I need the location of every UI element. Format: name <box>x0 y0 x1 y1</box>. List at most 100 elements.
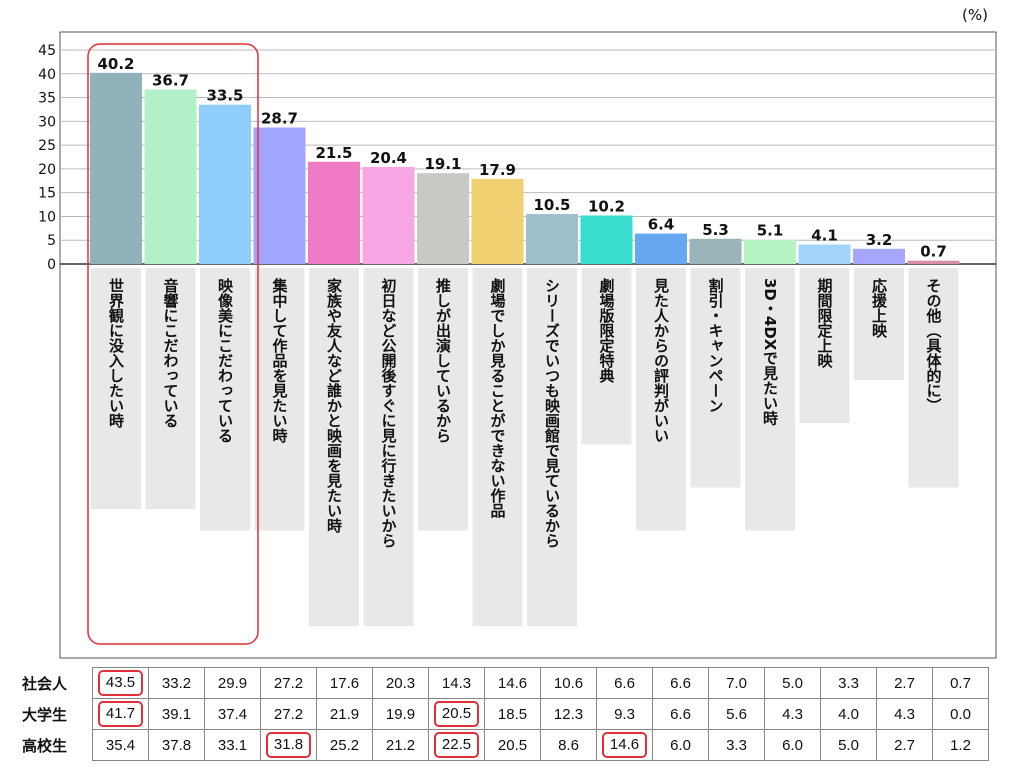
breakdown-cell: 6.0 <box>764 729 821 761</box>
value-label: 10.5 <box>533 196 570 214</box>
bar <box>144 89 197 265</box>
breakdown-cell: 2.7 <box>876 729 933 761</box>
breakdown-cell: 21.2 <box>372 729 429 761</box>
breakdown-value: 4.0 <box>838 705 859 723</box>
breakdown-cell: 37.8 <box>148 729 205 761</box>
breakdown-cell: 19.9 <box>372 698 429 730</box>
bars <box>90 72 960 265</box>
y-tick-label: 25 <box>38 138 56 154</box>
category-label: 3D・4DXで見たい時 <box>761 278 779 427</box>
bar <box>471 178 524 264</box>
bar-chart: 40.2 36.7 33.5 28.7 21.5 20.4 19.1 17.9 10.5 10.2… <box>38 31 997 659</box>
breakdown-value: 1.2 <box>950 736 971 754</box>
y-tick-label: 35 <box>38 91 56 107</box>
bar <box>417 173 469 264</box>
y-tick-label: 40 <box>38 67 56 83</box>
bar <box>308 161 360 264</box>
breakdown-value: 37.4 <box>217 705 248 723</box>
category-label-bg <box>527 268 577 626</box>
breakdown-cell: 3.3 <box>708 729 765 761</box>
category-label-bg <box>363 268 414 626</box>
breakdown-value: 27.2 <box>273 705 304 723</box>
breakdown-cell: 5.0 <box>820 729 877 761</box>
category-label: 初日など公開後すぐに見に行きたいから <box>380 277 398 548</box>
category-label: 世界観に没入したい時 <box>107 277 125 429</box>
y-tick-label: 0 <box>47 257 56 273</box>
breakdown-cell: 29.9 <box>204 667 261 699</box>
breakdown-value: 5.0 <box>782 674 803 692</box>
value-label: 6.4 <box>648 216 675 234</box>
breakdown-value: 21.2 <box>385 736 416 754</box>
bar <box>253 127 306 264</box>
breakdown-value: 33.1 <box>217 736 248 754</box>
breakdown-value: 7.0 <box>726 674 747 692</box>
bar <box>635 233 687 264</box>
breakdown-cell: 3.3 <box>820 667 877 699</box>
category-label-bg <box>309 268 359 626</box>
category-label: 期間限定上映 <box>816 277 834 369</box>
value-label: 28.7 <box>261 110 298 128</box>
value-label: 20.4 <box>370 149 407 167</box>
breakdown-value: 6.6 <box>670 705 691 723</box>
value-labels: 40.2 36.7 33.5 28.7 21.5 20.4 19.1 17.9 10.5 10.2… <box>97 55 946 261</box>
breakdown-cell: 18.5 <box>484 698 541 730</box>
breakdown-value: 4.3 <box>782 705 803 723</box>
breakdown-value: 33.2 <box>161 674 192 692</box>
bar <box>362 166 415 264</box>
breakdown-cell: 4.3 <box>876 698 933 730</box>
category-label: 劇場版限定特典 <box>598 277 616 384</box>
breakdown-cell: 14.3 <box>428 667 485 699</box>
category-labels: 世界観に没入したい時 音響にこだわっている 映像美にこだわっている 集中して作品を見た… <box>107 277 943 548</box>
breakdown-value: 2.7 <box>894 736 915 754</box>
breakdown-row-label: 社会人 <box>22 674 68 693</box>
breakdown-cell: 27.2 <box>260 667 317 699</box>
breakdown-row-label: 大学生 <box>22 705 68 724</box>
value-label: 40.2 <box>97 55 134 73</box>
breakdown-value: 35.4 <box>105 736 136 754</box>
breakdown-cell: 43.5 <box>92 667 149 699</box>
category-label: 見た人からの評判がいい <box>652 278 670 443</box>
breakdown-cell: 39.1 <box>148 698 205 730</box>
breakdown-value: 12.3 <box>553 705 584 723</box>
bar <box>580 215 633 264</box>
breakdown-value: 27.2 <box>273 674 304 692</box>
breakdown-value: 8.6 <box>558 736 579 754</box>
breakdown-cell: 20.5 <box>484 729 541 761</box>
breakdown-cell: 0.0 <box>932 698 989 730</box>
breakdown-cell: 37.4 <box>204 698 261 730</box>
breakdown-value: 4.3 <box>894 705 915 723</box>
breakdown-value: 0.7 <box>950 674 971 692</box>
y-tick-label: 15 <box>38 186 56 202</box>
breakdown-value: 20.3 <box>385 674 416 692</box>
category-label-bg <box>854 268 904 380</box>
breakdown-value: 14.6 <box>601 732 648 758</box>
breakdown-cell: 33.2 <box>148 667 205 699</box>
value-label: 5.3 <box>702 221 729 239</box>
category-label-bg <box>254 268 305 531</box>
breakdown-cell: 4.0 <box>820 698 877 730</box>
breakdown-value: 43.5 <box>97 670 144 696</box>
category-label: シリーズでいつも映画館で見ているから <box>543 278 561 548</box>
breakdown-value: 6.6 <box>614 674 635 692</box>
breakdown-cell: 9.3 <box>596 698 653 730</box>
value-label: 0.7 <box>920 243 947 261</box>
value-label: 21.5 <box>315 144 352 162</box>
category-label: 割引・キャンペーン <box>707 277 725 413</box>
breakdown-value: 22.5 <box>433 732 480 758</box>
breakdown-cell: 10.6 <box>540 667 597 699</box>
value-label: 33.5 <box>206 87 243 105</box>
breakdown-cell: 4.3 <box>764 698 821 730</box>
value-label: 19.1 <box>424 155 461 173</box>
breakdown-value: 20.5 <box>433 701 480 727</box>
breakdown-value: 3.3 <box>838 674 859 692</box>
bar <box>526 214 578 264</box>
breakdown-value: 14.6 <box>497 674 528 692</box>
breakdown-cell: 21.9 <box>316 698 373 730</box>
category-label: 劇場でしか見ることができない作品 <box>489 277 507 519</box>
breakdown-value: 6.6 <box>670 674 691 692</box>
breakdown-value: 6.0 <box>670 736 691 754</box>
breakdown-value: 2.7 <box>894 674 915 692</box>
category-label: 推しが出演しているから <box>434 277 452 443</box>
category-label-bg <box>581 268 632 445</box>
breakdown-cell: 6.0 <box>652 729 709 761</box>
